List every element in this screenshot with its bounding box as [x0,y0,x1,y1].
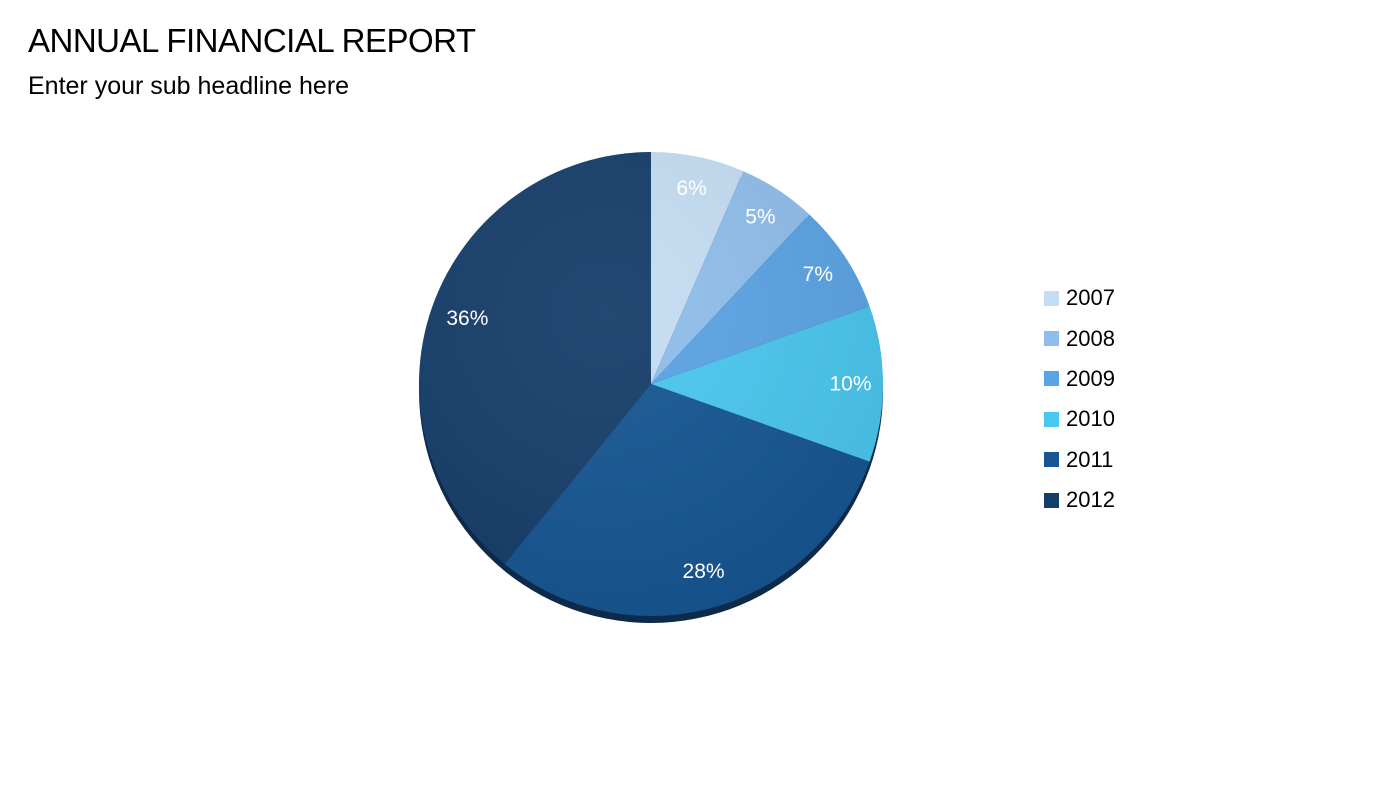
legend-swatch-2011 [1044,452,1059,468]
legend-item-2007: 2007 [1044,278,1115,318]
pie-overlay [419,152,883,616]
data-label-2007: 6% [676,177,706,200]
pie-data-labels: 6% 5% 7% 10% 28% 36% [446,177,871,583]
page-subtitle: Enter your sub headline here [28,72,350,100]
data-label-2009: 7% [803,263,833,286]
legend-swatch-2009 [1044,371,1059,387]
data-label-2012: 36% [446,307,488,330]
chart-legend: 2007 2008 2009 2010 2011 2012 [1044,278,1115,520]
legend-item-2009: 2009 [1044,359,1115,399]
page-title: ANNUAL FINANCIAL REPORT [28,22,476,59]
legend-label-2011: 2011 [1066,446,1114,472]
data-label-2008: 5% [745,206,775,229]
pie-sheen [419,152,883,616]
legend-item-2012: 2012 [1044,480,1115,520]
data-label-2011: 28% [683,560,725,583]
legend-label-2010: 2010 [1066,406,1115,432]
legend-swatch-2012 [1044,492,1059,508]
legend-label-2008: 2008 [1066,325,1115,351]
data-label-2010: 10% [830,373,872,396]
legend-item-2011: 2011 [1044,440,1115,480]
legend-item-2008: 2008 [1044,318,1115,358]
legend-label-2009: 2009 [1066,365,1115,391]
legend-swatch-2007 [1044,290,1059,306]
legend-swatch-2010 [1044,411,1059,427]
legend-swatch-2008 [1044,331,1059,347]
legend-label-2012: 2012 [1066,487,1115,513]
legend-item-2010: 2010 [1044,399,1115,439]
legend-label-2007: 2007 [1066,285,1115,311]
